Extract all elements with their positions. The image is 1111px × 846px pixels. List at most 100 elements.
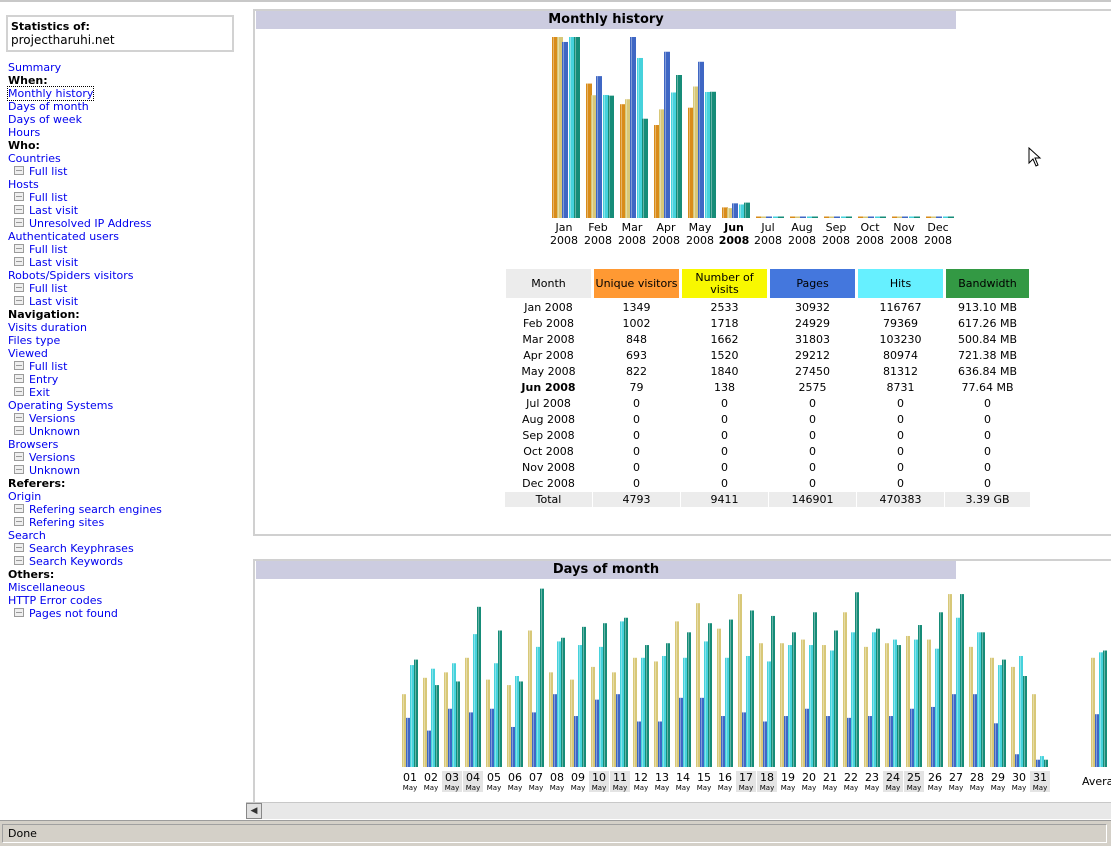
bar-pages-day-15 <box>700 697 704 767</box>
menu-item-unresolved-ip-address[interactable]: Unresolved IP Address <box>8 217 162 230</box>
bullet-icon <box>14 543 24 552</box>
menu-item-viewed[interactable]: Viewed <box>8 347 162 360</box>
day-month: May <box>1032 784 1048 792</box>
day-number: 03 <box>445 771 459 784</box>
table-cell: 80974 <box>883 349 918 362</box>
menu-item-full-list[interactable]: Full list <box>8 165 162 178</box>
x-tick-label-line: Jun <box>724 221 744 234</box>
menu-item-browsers[interactable]: Browsers <box>8 438 162 451</box>
bar-bandwidth-day-average <box>1103 650 1107 767</box>
menu-item-label: Last visit <box>29 256 79 269</box>
days-of-month-chart <box>402 588 1107 767</box>
table-cell: 0 <box>721 429 728 442</box>
menu-item-origin[interactable]: Origin <box>8 490 162 503</box>
menu-item-search-keywords[interactable]: Search Keywords <box>8 555 162 568</box>
x-tick-label-line: Nov <box>893 221 915 234</box>
menu-item-label: Last visit <box>29 295 79 308</box>
bar-bandwidth-day-28 <box>981 632 985 767</box>
bar-bandwidth-may-2008 <box>710 91 716 218</box>
menu-item-full-list[interactable]: Full list <box>8 191 162 204</box>
menu-item-last-visit[interactable]: Last visit <box>8 295 162 308</box>
menu-item-versions[interactable]: Versions <box>8 451 162 464</box>
menu-item-full-list[interactable]: Full list <box>8 360 162 373</box>
menu-item-pages-not-found[interactable]: Pages not found <box>8 607 162 620</box>
bullet-icon <box>14 504 24 513</box>
menu-item-monthly-history[interactable]: Monthly history <box>6 86 162 101</box>
menu-item-http-error-codes[interactable]: HTTP Error codes <box>8 594 162 607</box>
menu-item-exit[interactable]: Exit <box>8 386 162 399</box>
bar-pages-day-22 <box>847 717 851 767</box>
bar-number-of-visits-day-09 <box>570 679 574 767</box>
bullet-icon <box>14 517 24 526</box>
menu-item-label: Versions <box>29 451 76 464</box>
menu-item-full-list[interactable]: Full list <box>8 282 162 295</box>
bar-number-of-visits-day-26 <box>927 639 931 767</box>
menu-item-label: Search Keyphrases <box>29 542 134 555</box>
bar-pages-day-18 <box>763 721 767 767</box>
menu-item-refering-sites[interactable]: Refering sites <box>8 516 162 529</box>
menu-item-unknown[interactable]: Unknown <box>8 464 162 477</box>
bar-hits-may-2008 <box>705 91 711 218</box>
x-tick-label-line: Feb <box>588 221 608 234</box>
menu-item-full-list[interactable]: Full list <box>8 243 162 256</box>
site-name: projectharuhi.net <box>11 33 115 47</box>
day-month: May <box>402 784 418 792</box>
bar-hits-day-08 <box>557 641 561 767</box>
table-cell: 0 <box>809 477 816 490</box>
menu-item-versions[interactable]: Versions <box>8 412 162 425</box>
bar-number-of-visits-jan-2008 <box>557 37 563 218</box>
menu-item-days-of-month[interactable]: Days of month <box>8 100 162 113</box>
menu-item-last-visit[interactable]: Last visit <box>8 256 162 269</box>
day-number: 19 <box>781 771 795 784</box>
menu-item-days-of-week[interactable]: Days of week <box>8 113 162 126</box>
bar-pages-day-17 <box>742 712 746 767</box>
x-tick-label-line: May <box>688 221 712 234</box>
menu-item-hosts[interactable]: Hosts <box>8 178 162 191</box>
menu-item-label: Versions <box>29 412 76 425</box>
menu-item-hours[interactable]: Hours <box>8 126 162 139</box>
menu-item-refering-search-engines[interactable]: Refering search engines <box>8 503 162 516</box>
menu-item-operating-systems[interactable]: Operating Systems <box>8 399 162 412</box>
bar-pages-day-08 <box>553 694 557 767</box>
x-tick-label-line: Jul <box>761 221 775 234</box>
menu-item-last-visit[interactable]: Last visit <box>8 204 162 217</box>
menu-item-label: Unknown <box>29 464 81 477</box>
menu-item-miscellaneous[interactable]: Miscellaneous <box>8 581 162 594</box>
scroll-left-button[interactable]: ◀ <box>246 803 262 819</box>
menu-item-robots-spiders-visitors[interactable]: Robots/Spiders visitors <box>8 269 162 282</box>
day-tick-label: 17 May <box>736 771 756 792</box>
bar-pages-day-28 <box>973 694 977 767</box>
table-cell: 0 <box>897 413 904 426</box>
bar-number-of-visits-jun-2008 <box>727 208 733 218</box>
day-number: 26 <box>928 771 942 784</box>
menu-item-unknown[interactable]: Unknown <box>8 425 162 438</box>
table-row: Jul 2008 0 0 0 0 0 <box>505 396 1030 411</box>
bar-unique-visitors-dec-2008 <box>926 216 932 218</box>
bullet-icon <box>14 413 24 422</box>
day-tick-label: 25 May <box>904 771 924 792</box>
menu-item-search[interactable]: Search <box>8 529 162 542</box>
menu-item-search-keyphrases[interactable]: Search Keyphrases <box>8 542 162 555</box>
bar-number-of-visits-day-12 <box>633 657 637 767</box>
bar-number-of-visits-day-17 <box>738 594 742 767</box>
bar-number-of-visits-day-28 <box>969 646 973 767</box>
table-cell: 77.64 MB <box>961 381 1014 394</box>
menu-item-entry[interactable]: Entry <box>8 373 162 386</box>
menu-item-countries[interactable]: Countries <box>8 152 162 165</box>
table-row: Feb 2008 1002 1718 24929 79369 617.26 MB <box>505 316 1030 331</box>
menu-section-others: Others: <box>8 568 162 581</box>
bar-bandwidth-apr-2008 <box>676 75 682 219</box>
bar-pages-day-27 <box>952 694 956 767</box>
table-cell: 1840 <box>710 365 739 378</box>
bar-pages-day-01 <box>406 717 410 767</box>
menu-item-authenticated-users[interactable]: Authenticated users <box>8 230 162 243</box>
menu-item-visits-duration[interactable]: Visits duration <box>8 321 162 334</box>
menu-item-summary[interactable]: Summary <box>8 61 162 74</box>
table-cell: 617.26 MB <box>957 317 1018 330</box>
menu-item-label: Monthly history <box>6 86 95 101</box>
horizontal-scrollbar[interactable]: ◀ <box>246 802 1111 819</box>
table-cell: Aug 2008 <box>522 413 575 426</box>
table-cell: Dec 2008 <box>522 477 575 490</box>
day-tick-label: 21 May <box>820 771 840 792</box>
menu-item-files-type[interactable]: Files type <box>8 334 162 347</box>
